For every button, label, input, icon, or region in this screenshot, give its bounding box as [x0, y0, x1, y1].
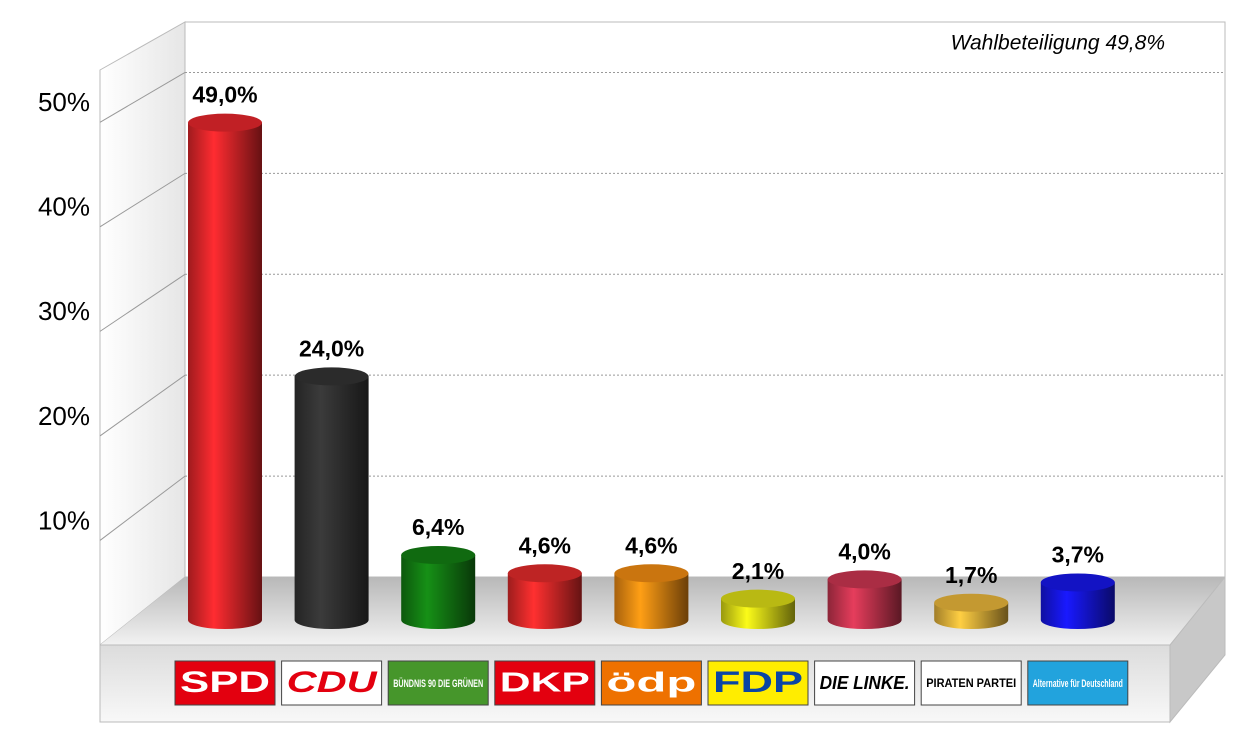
value-label: 6,4%: [412, 514, 464, 540]
party-logo: [707, 660, 809, 706]
bar-body: [827, 579, 902, 630]
party-logo: [1027, 660, 1129, 706]
value-label: 49,0%: [192, 82, 257, 108]
value-label: 4,6%: [519, 532, 571, 558]
y-tick-label: 10%: [38, 505, 90, 535]
y-tick-label: 40%: [38, 192, 90, 222]
grid-line-side: [99, 475, 186, 541]
bar-body: [188, 122, 262, 630]
bar-body: [401, 555, 476, 630]
x-tick-label: ödp: [606, 666, 696, 697]
bar: [1040, 573, 1115, 630]
bar: [934, 593, 1009, 630]
party-logo: [814, 660, 916, 706]
x-tick-label: CDU: [287, 666, 379, 699]
floor-side: [1169, 575, 1226, 724]
party-logo: [920, 660, 1022, 706]
value-label: 4,0%: [838, 538, 890, 564]
value-label: 2,1%: [732, 558, 784, 584]
bar-top: [401, 546, 476, 565]
bar: [614, 564, 689, 630]
party-logo: [281, 660, 383, 706]
grid-line-side: [99, 273, 186, 332]
bar-body: [1040, 582, 1115, 630]
bar-top: [827, 570, 902, 589]
bar-body: [614, 573, 689, 630]
value-label: 3,7%: [1052, 542, 1104, 568]
value-label: 1,7%: [945, 562, 997, 588]
grid-line-side: [99, 172, 186, 228]
grid-line-side: [99, 72, 186, 123]
x-tick-label: SPD: [180, 666, 270, 699]
y-tick-label: 30%: [38, 296, 90, 326]
x-tick-label: PIRATEN PARTEI: [926, 676, 1016, 690]
bar-top: [188, 113, 262, 132]
bar-top: [614, 564, 689, 583]
x-tick-label: DIE LINKE.: [820, 673, 910, 693]
party-logo: [387, 660, 489, 706]
bar: [507, 564, 582, 630]
party-logo: [494, 660, 596, 706]
bar-body: [294, 376, 369, 630]
bar-top: [721, 589, 795, 608]
y-tick-label: 20%: [38, 401, 90, 431]
party-logo: [600, 660, 702, 706]
bar-body: [507, 573, 582, 630]
party-logo: [174, 660, 276, 706]
left-wall: [99, 21, 186, 647]
value-label: 24,0%: [299, 335, 364, 361]
bar-top: [1040, 573, 1115, 592]
bar: [827, 570, 902, 630]
bar: [294, 367, 369, 630]
x-tick-label: BÜNDNIS 90 DIE GRÜNEN: [393, 677, 483, 690]
x-tick-label: DKP: [500, 666, 590, 697]
value-label: 4,6%: [625, 532, 677, 558]
bar: [188, 113, 262, 630]
grid-line-side: [99, 374, 186, 437]
x-tick-label: Alternative für Deutschland: [1033, 678, 1123, 690]
annotation: Wahlbeteiligung 49,8%: [951, 32, 1165, 55]
bar-top: [934, 593, 1009, 612]
bar-top: [294, 367, 369, 386]
bar: [401, 546, 476, 630]
bar: [721, 589, 795, 629]
y-tick-label: 50%: [38, 87, 90, 117]
x-tick-label: FDP: [713, 666, 803, 699]
bar-top: [507, 564, 582, 583]
